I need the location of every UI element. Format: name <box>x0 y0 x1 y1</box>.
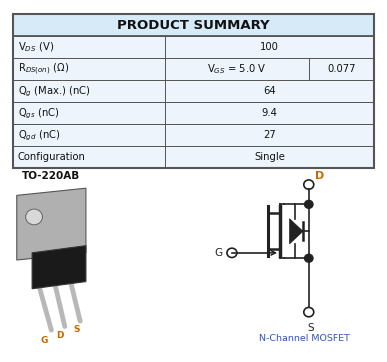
Text: 64: 64 <box>263 87 276 96</box>
Text: G: G <box>41 336 48 345</box>
Text: Single: Single <box>254 152 285 163</box>
Text: Q$_{gs}$ (nC): Q$_{gs}$ (nC) <box>17 106 59 121</box>
Text: D: D <box>57 331 64 340</box>
Text: 0.077: 0.077 <box>327 64 356 74</box>
Circle shape <box>305 254 313 262</box>
Text: S: S <box>307 323 314 333</box>
Text: G: G <box>214 248 222 258</box>
Text: TO-220AB: TO-220AB <box>22 171 80 181</box>
Text: 100: 100 <box>260 42 279 52</box>
Text: V$_{GS}$ = 5.0 V: V$_{GS}$ = 5.0 V <box>207 63 267 76</box>
Polygon shape <box>32 246 86 289</box>
Text: S: S <box>74 325 80 334</box>
Bar <box>13 14 374 36</box>
Bar <box>13 58 374 80</box>
Circle shape <box>26 209 43 225</box>
Bar <box>13 125 374 146</box>
Polygon shape <box>17 188 86 260</box>
Bar <box>13 146 374 168</box>
Text: Q$_{gd}$ (nC): Q$_{gd}$ (nC) <box>17 128 60 143</box>
Bar <box>13 102 374 125</box>
Text: Q$_{g}$ (Max.) (nC): Q$_{g}$ (Max.) (nC) <box>17 84 91 98</box>
Text: N-Channel MOSFET: N-Channel MOSFET <box>260 334 350 343</box>
Text: PRODUCT SUMMARY: PRODUCT SUMMARY <box>117 19 270 31</box>
Polygon shape <box>289 219 303 244</box>
Text: V$_{DS}$ (V): V$_{DS}$ (V) <box>17 41 54 54</box>
Text: Configuration: Configuration <box>17 152 86 163</box>
Bar <box>13 36 374 58</box>
Text: R$_{DS(on)}$ (Ω): R$_{DS(on)}$ (Ω) <box>17 62 69 77</box>
Bar <box>13 80 374 102</box>
Text: 27: 27 <box>263 130 276 140</box>
Text: D: D <box>315 171 324 181</box>
Bar <box>13 14 374 168</box>
Text: 9.4: 9.4 <box>261 108 277 118</box>
Circle shape <box>305 201 313 208</box>
